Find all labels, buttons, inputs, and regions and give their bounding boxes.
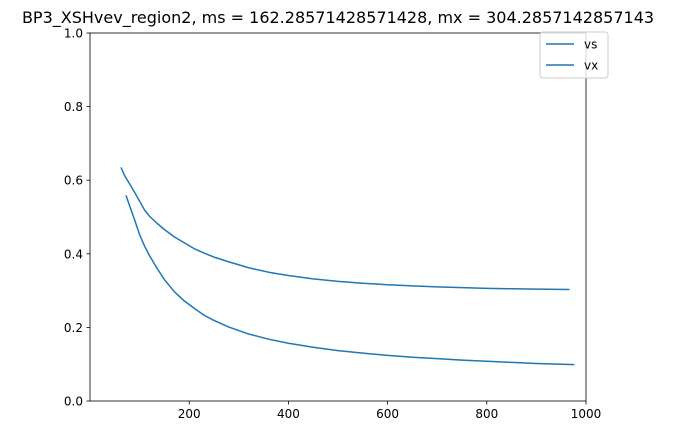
legend-label: vs [584, 38, 597, 52]
x-tick-label: 400 [277, 407, 300, 421]
y-tick-label: 0.8 [64, 100, 83, 114]
x-tick-label: 800 [475, 407, 498, 421]
series-line-vx [125, 195, 575, 366]
y-tick-label: 0.0 [64, 395, 83, 409]
chart-title: BP3_XSHvev_region2, ms = 162.28571428571… [22, 8, 654, 28]
x-tick-label: 600 [376, 407, 399, 421]
y-tick-label: 1.0 [64, 27, 83, 41]
plot-area [90, 33, 586, 401]
legend-label: vx [584, 59, 598, 73]
y-tick-label: 0.4 [64, 247, 83, 261]
x-tick-label: 1000 [571, 407, 602, 421]
y-tick-label: 0.2 [64, 321, 83, 335]
series-line-vs [120, 167, 570, 291]
y-axis: 0.0 0.2 0.4 0.6 0.8 1.0 [64, 27, 90, 409]
y-tick-label: 0.6 [64, 174, 83, 188]
x-axis: 200 400 600 800 1000 [178, 401, 602, 421]
plot-frame [89, 32, 587, 402]
series-layer [120, 167, 575, 366]
legend: vs vx [539, 31, 609, 79]
x-tick-label: 200 [178, 407, 201, 421]
